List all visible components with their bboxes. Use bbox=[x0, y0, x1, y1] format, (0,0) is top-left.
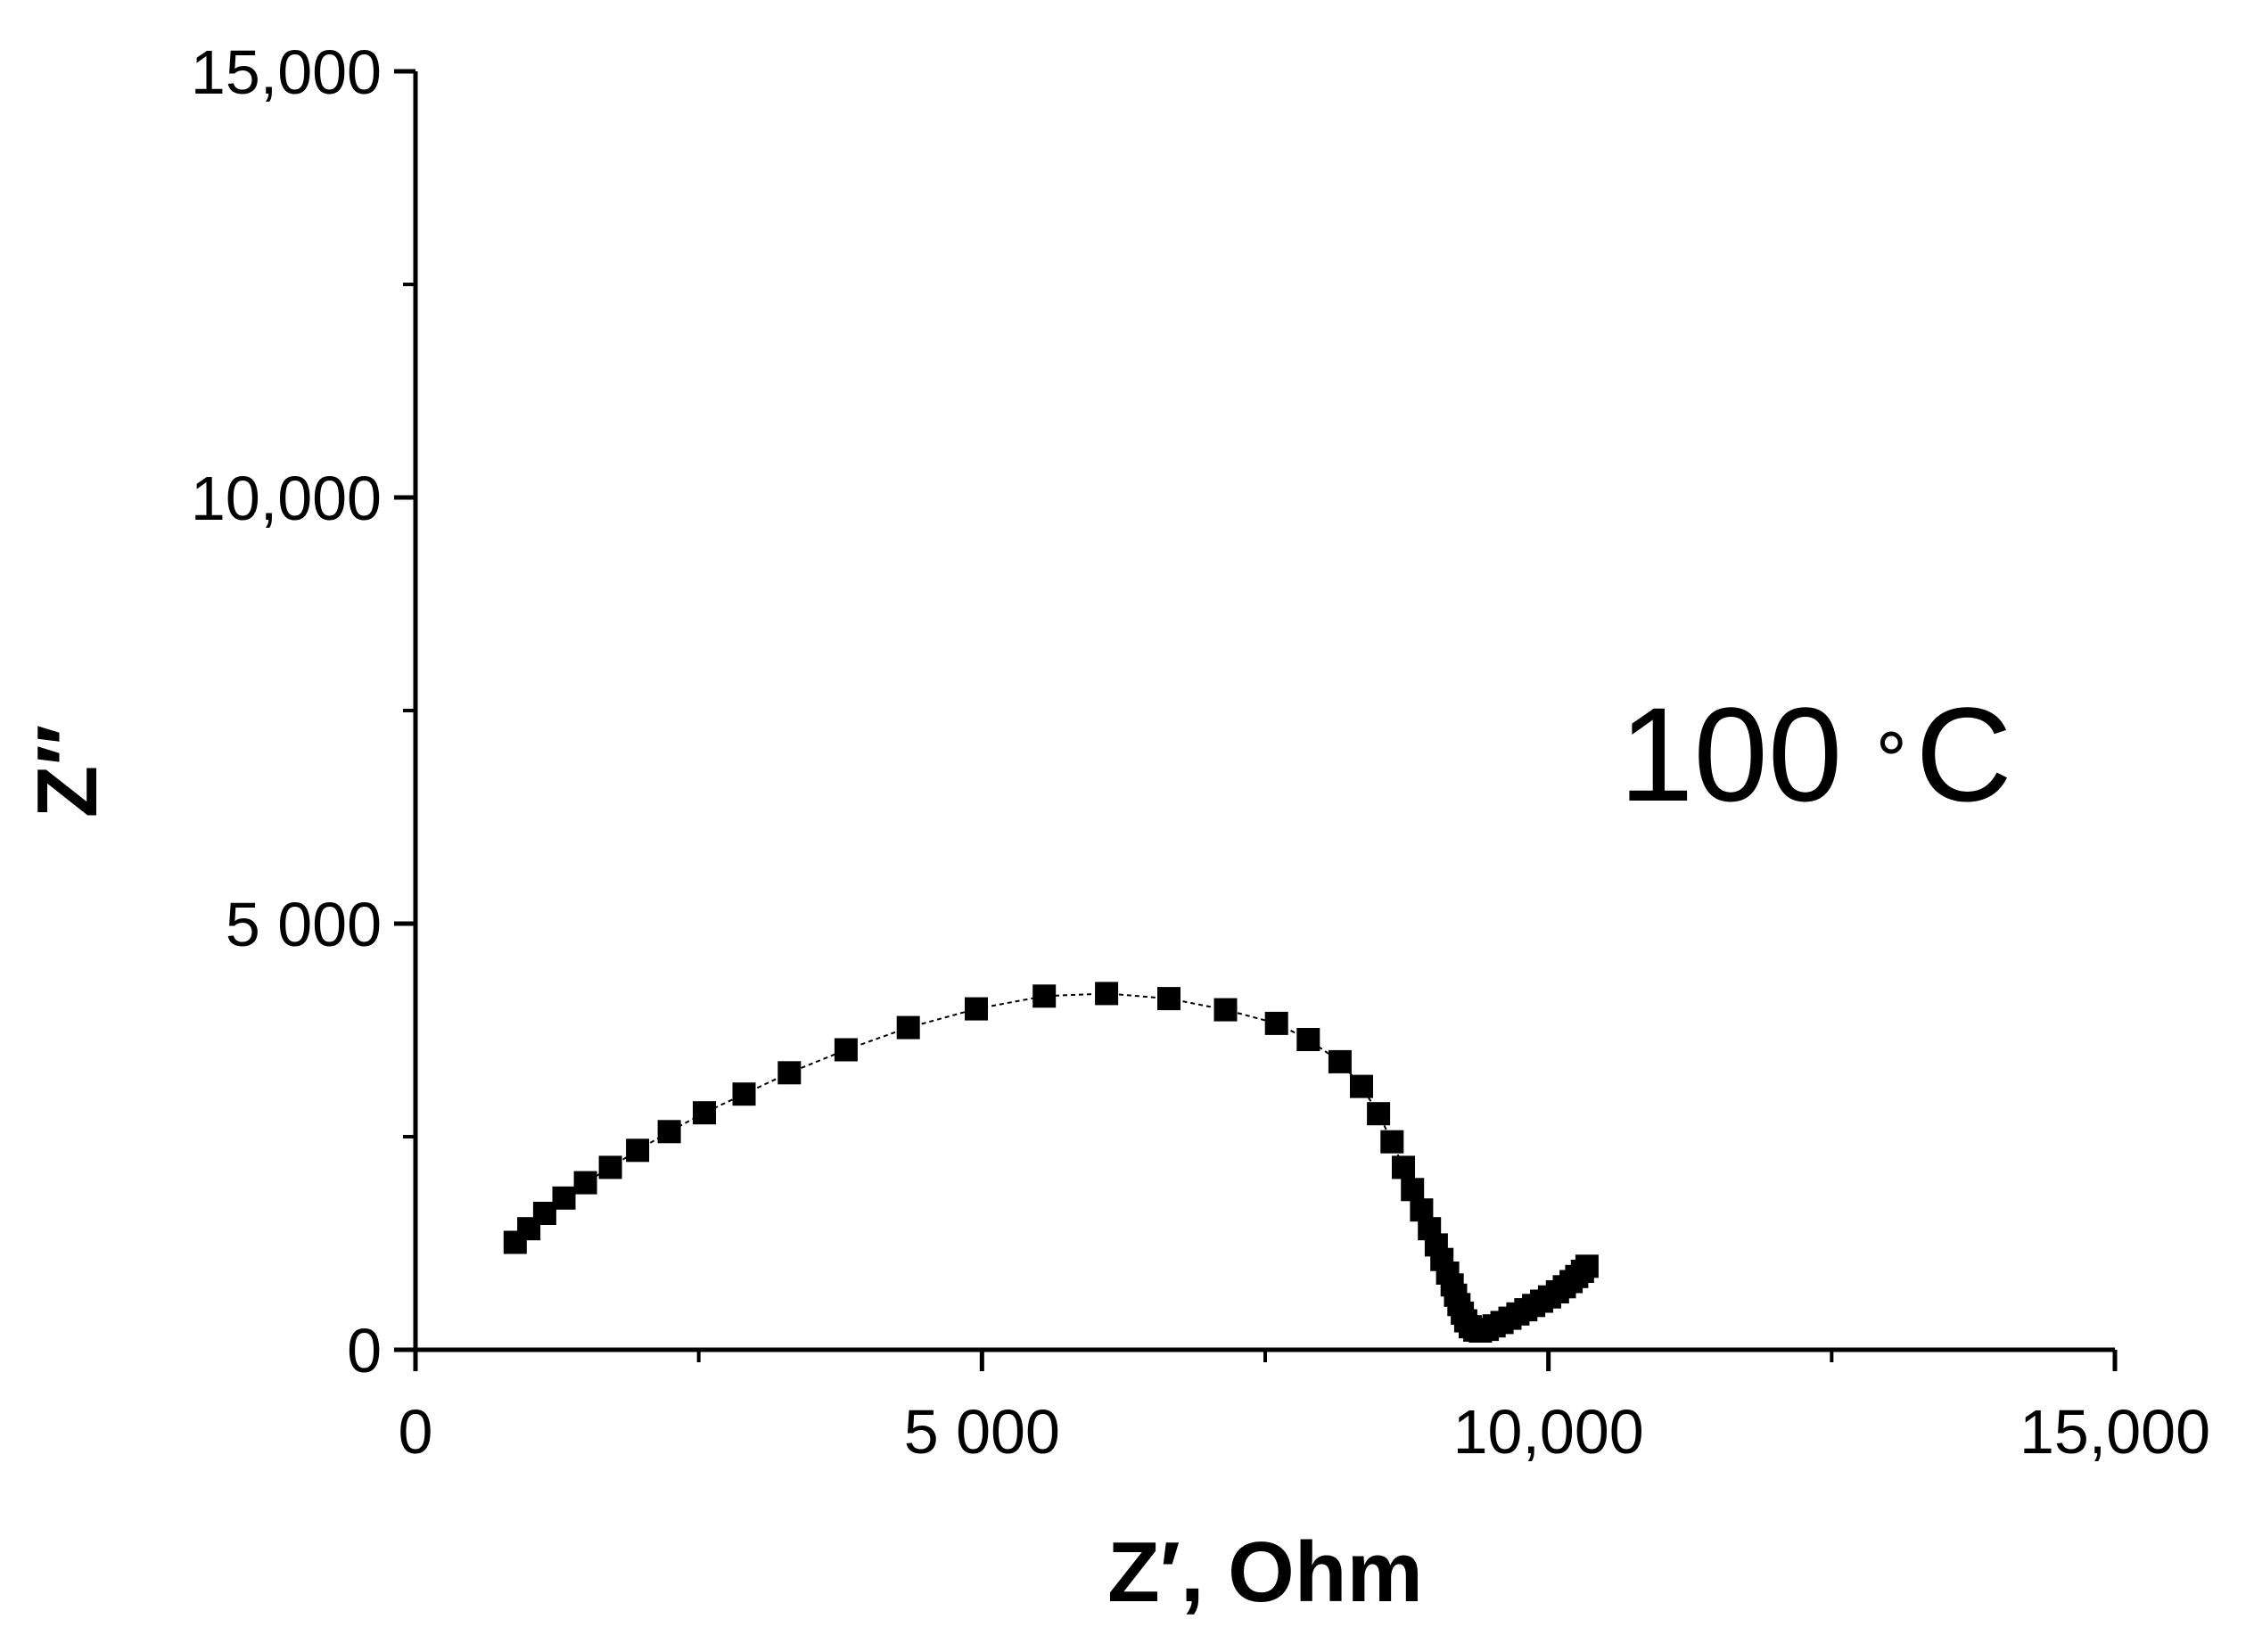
annotation-number: 100 bbox=[1619, 679, 1842, 829]
data-point bbox=[552, 1186, 576, 1210]
y-axis-title: Z″ bbox=[20, 725, 115, 818]
data-point bbox=[1350, 1074, 1373, 1098]
y-tick-label: 15,000 bbox=[191, 37, 382, 107]
y-tick-label: 0 bbox=[347, 1316, 382, 1385]
series-line bbox=[514, 992, 1588, 1333]
y-tick-label: 5 000 bbox=[226, 890, 382, 959]
data-point bbox=[896, 1015, 920, 1040]
data-point bbox=[1380, 1130, 1404, 1154]
x-tick-label: 15,000 bbox=[2020, 1397, 2210, 1467]
data-point bbox=[834, 1038, 858, 1062]
annotation-unit: C bbox=[1915, 679, 2011, 829]
data-point bbox=[1367, 1102, 1391, 1126]
temperature-annotation: 100 ∘C bbox=[1619, 679, 2012, 829]
data-point bbox=[777, 1061, 802, 1085]
data-point bbox=[1095, 982, 1119, 1006]
data-point bbox=[1264, 1011, 1288, 1035]
axes bbox=[413, 71, 2115, 1352]
data-point bbox=[1328, 1049, 1352, 1073]
data-point bbox=[1157, 987, 1180, 1011]
ticks bbox=[394, 69, 2118, 1371]
data-point bbox=[598, 1155, 622, 1179]
x-tick-label: 0 bbox=[399, 1397, 433, 1467]
tick-labels: 0 5 000 10,000 15,000 0 5 000 10,000 15,000 bbox=[191, 37, 2210, 1467]
data-point bbox=[573, 1171, 597, 1195]
data-point bbox=[1296, 1028, 1320, 1051]
data-point bbox=[657, 1120, 681, 1144]
data-point bbox=[1213, 998, 1238, 1022]
data-point bbox=[965, 997, 988, 1021]
data-point bbox=[1032, 984, 1057, 1008]
x-tick-label: 10,000 bbox=[1453, 1397, 1644, 1467]
x-tick-label: 5 000 bbox=[904, 1397, 1060, 1467]
y-tick-label: 10,000 bbox=[191, 464, 382, 533]
data-points bbox=[503, 982, 1599, 1343]
data-point bbox=[1392, 1155, 1415, 1179]
x-axis-title: Z′, Ohm bbox=[1107, 1525, 1423, 1620]
series-line-group bbox=[514, 992, 1588, 1333]
data-point bbox=[693, 1101, 716, 1125]
degree-symbol: ∘ bbox=[1869, 701, 1913, 780]
data-point bbox=[1401, 1178, 1425, 1202]
data-point bbox=[1575, 1254, 1599, 1278]
data-point bbox=[626, 1138, 650, 1163]
data-point bbox=[732, 1082, 756, 1106]
